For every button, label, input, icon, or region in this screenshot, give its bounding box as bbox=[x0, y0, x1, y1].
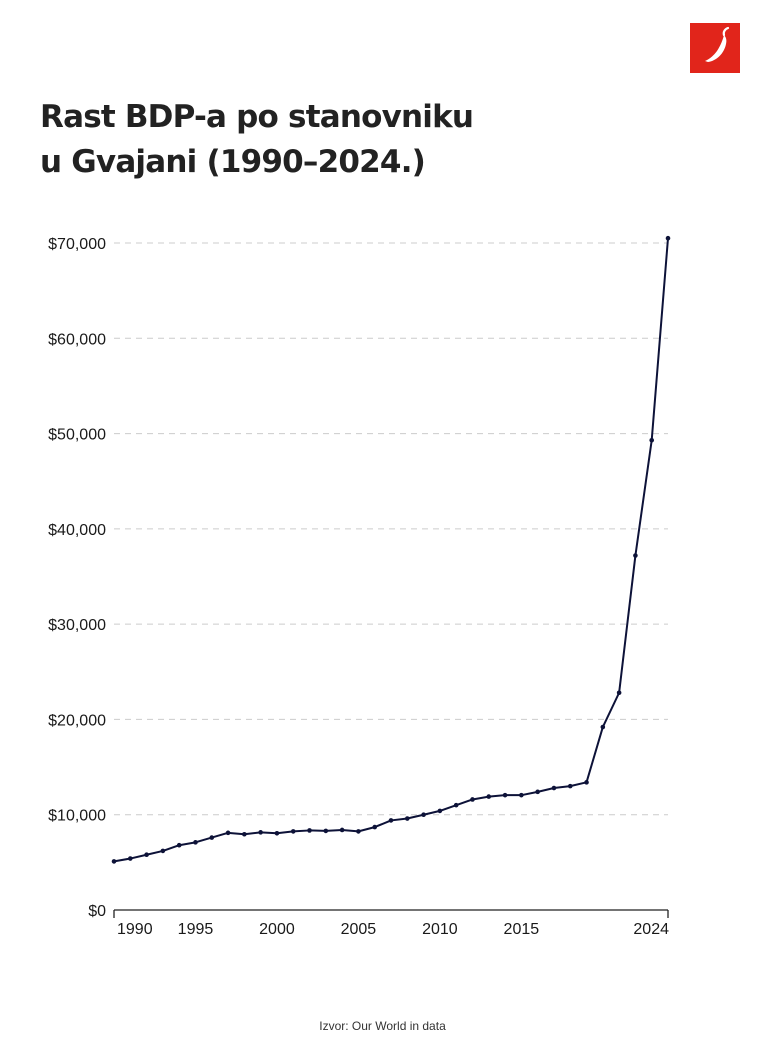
data-point bbox=[307, 828, 312, 833]
chart-title: Rast BDP-a po stanovniku u Gvajani (1990… bbox=[40, 95, 640, 185]
data-point bbox=[600, 724, 606, 730]
chili-pepper-icon bbox=[705, 26, 730, 62]
data-point bbox=[470, 797, 475, 802]
data-point bbox=[372, 824, 378, 830]
y-tick-label: $50,000 bbox=[48, 427, 106, 444]
data-point bbox=[633, 553, 638, 558]
data-point bbox=[258, 830, 263, 835]
data-point bbox=[421, 812, 426, 818]
x-tick-label: 2015 bbox=[504, 921, 540, 938]
data-point bbox=[404, 816, 410, 821]
data-point bbox=[551, 785, 557, 791]
y-tick-label: $60,000 bbox=[48, 331, 106, 348]
y-tick-label: $10,000 bbox=[48, 808, 106, 825]
data-point bbox=[665, 235, 671, 241]
data-point bbox=[535, 789, 540, 795]
data-point bbox=[339, 827, 345, 833]
data-series bbox=[111, 235, 671, 864]
x-tick-label: 1990 bbox=[117, 921, 153, 938]
x-tick-label: 2005 bbox=[341, 921, 377, 938]
data-point bbox=[144, 852, 149, 858]
data-point bbox=[225, 830, 231, 836]
data-point bbox=[649, 437, 655, 443]
data-point bbox=[160, 848, 166, 854]
x-tick-label: 1995 bbox=[178, 921, 214, 938]
data-point bbox=[242, 831, 247, 837]
y-tick-label: $70,000 bbox=[48, 236, 106, 253]
data-point bbox=[176, 842, 182, 848]
data-point bbox=[356, 829, 361, 834]
data-point bbox=[111, 859, 117, 864]
data-point bbox=[388, 818, 394, 823]
data-point bbox=[616, 690, 622, 696]
data-point bbox=[290, 829, 296, 834]
data-point bbox=[502, 792, 508, 798]
x-axis-tick-labels: 1990 1995 2000 2005 2010 2015 2024 bbox=[117, 921, 669, 938]
data-point bbox=[584, 780, 589, 785]
data-point bbox=[127, 856, 133, 861]
axes bbox=[113, 909, 669, 918]
chart-title-line-2: u Gvajani (1990–2024.) bbox=[40, 144, 426, 180]
y-tick-label: $30,000 bbox=[48, 617, 106, 634]
logo bbox=[690, 23, 740, 73]
source-note: Izvor: Our World in data bbox=[319, 1019, 446, 1033]
data-point bbox=[453, 802, 459, 808]
data-point bbox=[323, 828, 329, 834]
x-tick-label: 2024 bbox=[633, 921, 669, 938]
data-point bbox=[437, 808, 443, 814]
x-tick-label: 2010 bbox=[422, 921, 458, 938]
data-point bbox=[193, 840, 198, 845]
data-point bbox=[209, 835, 215, 840]
y-axis-tick-labels: $0 $10,000 $20,000 $30,000 $40,000 $50,000 $60… bbox=[48, 236, 106, 920]
data-point bbox=[567, 783, 573, 789]
y-tick-label: $20,000 bbox=[48, 712, 106, 729]
y-tick-label: $40,000 bbox=[48, 522, 106, 539]
gridlines bbox=[114, 242, 668, 816]
series-line bbox=[113, 238, 669, 863]
x-tick-label: 2000 bbox=[259, 921, 295, 938]
y-tick-label: $0 bbox=[88, 903, 106, 920]
chart-title-line-1: Rast BDP-a po stanovniku bbox=[40, 99, 474, 135]
data-point bbox=[486, 794, 492, 799]
data-point bbox=[519, 792, 524, 798]
data-point bbox=[274, 830, 280, 836]
